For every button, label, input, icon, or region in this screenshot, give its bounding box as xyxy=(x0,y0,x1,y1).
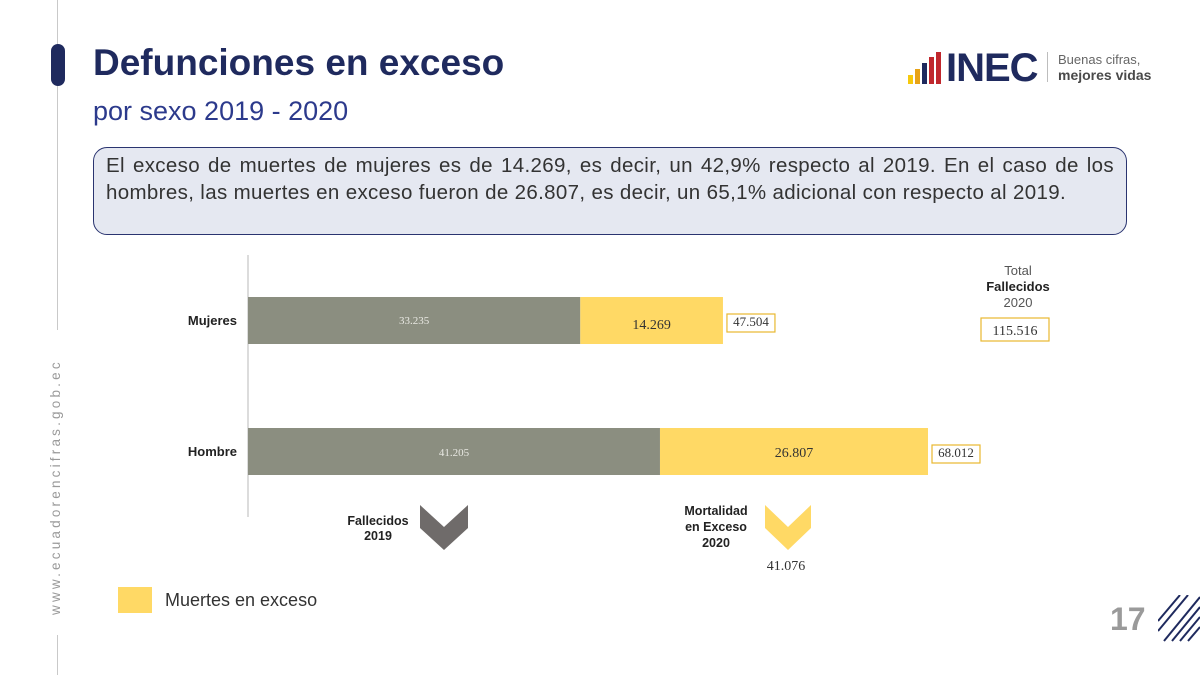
total-box-mujeres xyxy=(726,313,776,333)
bar-mujeres-exceso xyxy=(580,297,723,344)
corner-stripes-decoration xyxy=(1158,595,1200,642)
legend-label-exceso: Muertes en exceso xyxy=(165,590,318,610)
logo-wordmark: INEC xyxy=(946,46,1039,90)
legend-swatch-exceso xyxy=(118,587,152,613)
page-title: Defunciones en exceso xyxy=(93,42,505,83)
mortalidad-exceso-label-2: en Exceso xyxy=(685,520,747,534)
mortalidad-exceso-label-1: Mortalidad xyxy=(684,504,747,518)
inec-logo: INEC Buenas cifras, mejores vidas xyxy=(908,46,1158,90)
mortalidad-exceso-label-3: 2020 xyxy=(702,536,730,550)
total-box-title-1: Total xyxy=(1004,263,1032,278)
bar-hombre-exceso xyxy=(659,428,928,475)
total-fallecidos-value: 115.516 xyxy=(993,324,1038,339)
total-box-hombre xyxy=(931,444,981,464)
logo-tagline-2: mejores vidas xyxy=(1058,67,1152,83)
total-label-mujeres: 47.504 xyxy=(733,314,769,329)
bar-mujeres-2019 xyxy=(248,297,581,344)
data-label-mujeres-exceso: 14.269 xyxy=(632,318,671,333)
fallecidos-2019-label-2: 2019 xyxy=(364,529,392,543)
title-accent-bar xyxy=(51,44,65,86)
page-number: 17 xyxy=(1110,601,1146,637)
logo-bars-icon xyxy=(908,50,946,84)
logo-tagline-1: Buenas cifras, xyxy=(1058,52,1141,67)
total-box-title-3: 2020 xyxy=(1004,295,1033,310)
sidebar-divider-bottom xyxy=(57,635,58,675)
callout-box: El exceso de muertes de mujeres es de 14… xyxy=(93,147,1127,235)
total-label-hombre: 68.012 xyxy=(938,445,974,460)
category-label-mujeres: Mujeres xyxy=(188,313,237,328)
mortalidad-exceso-value: 41.076 xyxy=(767,559,806,574)
callout-text: El exceso de muertes de mujeres es de 14… xyxy=(106,154,1114,204)
logo-separator xyxy=(1047,52,1048,82)
page-subtitle: por sexo 2019 - 2020 xyxy=(93,96,349,126)
category-label-hombre: Hombre xyxy=(188,444,237,459)
data-label-hombre-2019: 41.205 xyxy=(439,447,470,459)
data-label-hombre-exceso: 26.807 xyxy=(775,446,814,461)
total-fallecidos-box xyxy=(980,317,1050,342)
data-label-mujeres-2019: 33.235 xyxy=(399,315,430,327)
fallecidos-2019-label-1: Fallecidos xyxy=(347,514,408,528)
sidebar-divider-top xyxy=(57,0,58,330)
chevron-down-icon-yellow xyxy=(765,505,811,550)
bar-hombre-2019 xyxy=(248,428,660,475)
total-box-title-2: Fallecidos xyxy=(986,279,1050,294)
chevron-down-icon-gray xyxy=(420,505,468,550)
